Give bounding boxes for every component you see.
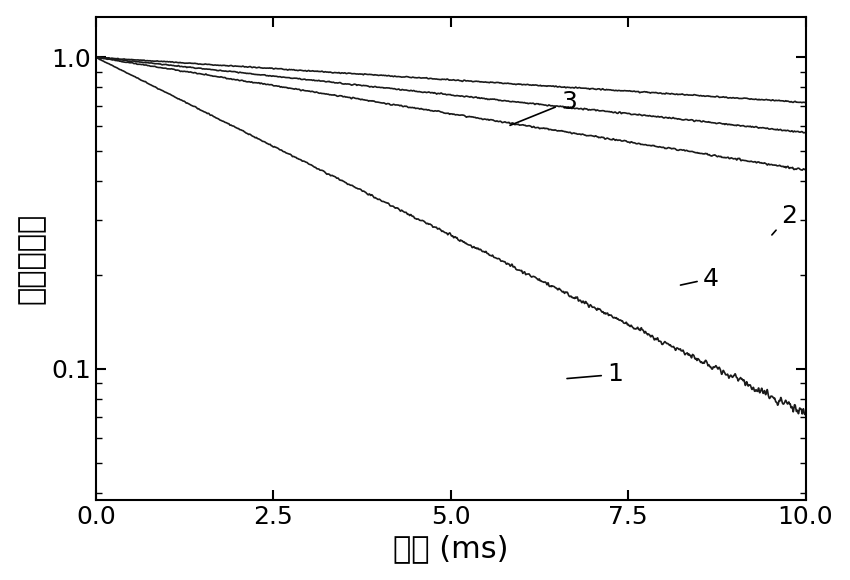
Text: 1: 1 — [567, 362, 623, 386]
X-axis label: 时间 (ms): 时间 (ms) — [393, 534, 508, 563]
Text: 3: 3 — [510, 90, 576, 125]
Y-axis label: 归一化电压: 归一化电压 — [17, 213, 46, 304]
Text: 2: 2 — [772, 204, 796, 235]
Text: 4: 4 — [681, 267, 718, 291]
